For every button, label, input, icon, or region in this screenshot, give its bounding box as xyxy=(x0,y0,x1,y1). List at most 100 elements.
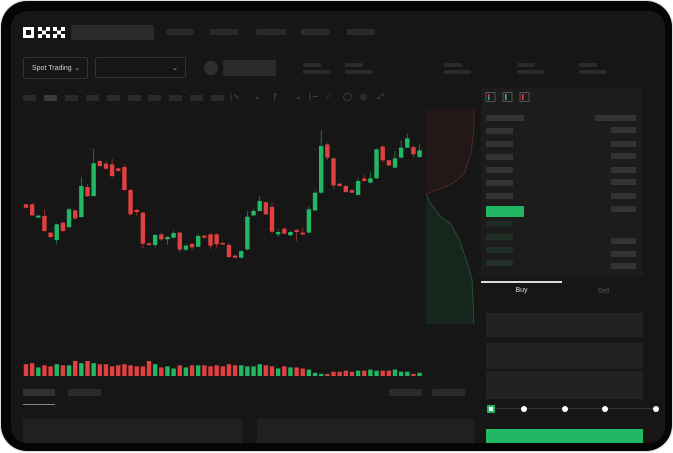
nav-item[interactable] xyxy=(301,29,330,35)
ask-row[interactable] xyxy=(486,141,513,147)
search-bar[interactable] xyxy=(71,25,154,40)
bid-row[interactable] xyxy=(486,260,513,266)
indicator-icon[interactable]: ƒ xyxy=(273,92,278,101)
volume-bar xyxy=(282,366,287,376)
camera-icon[interactable]: ◯ xyxy=(343,92,352,101)
volume-bar xyxy=(183,367,189,376)
last-price-highlight xyxy=(486,206,524,217)
candle-body xyxy=(325,144,330,158)
bid-row[interactable] xyxy=(486,221,513,227)
fullscreen-icon[interactable]: ⤢ xyxy=(377,92,384,101)
ask-row[interactable] xyxy=(486,154,513,160)
chevron-down-icon[interactable]: ⌄ xyxy=(295,92,302,101)
timeframe-button[interactable] xyxy=(169,95,182,101)
candle-body xyxy=(386,160,392,166)
candle-body xyxy=(152,235,158,246)
bid-row[interactable] xyxy=(486,247,513,253)
amount-input[interactable] xyxy=(486,343,643,369)
candle-body xyxy=(23,204,29,208)
slider-step-75[interactable] xyxy=(602,406,608,412)
orderbook-asks-icon xyxy=(519,92,530,102)
candle-body xyxy=(183,245,189,250)
orderbook-view-toggles[interactable] xyxy=(485,92,533,102)
candle-body xyxy=(312,192,318,211)
nav-item[interactable] xyxy=(166,29,194,35)
candle-body xyxy=(202,235,207,238)
volume-bar xyxy=(343,370,348,376)
volume-bar xyxy=(23,364,29,376)
amount-slider-track[interactable] xyxy=(491,408,656,409)
candlestick-chart[interactable] xyxy=(11,106,481,381)
tab-sell[interactable]: Sell xyxy=(597,288,610,295)
timeframe-button[interactable] xyxy=(128,95,141,101)
volume-bar xyxy=(306,369,312,376)
timeframe-button[interactable] xyxy=(107,95,120,101)
volume-bar xyxy=(177,365,182,376)
slider-step-25[interactable] xyxy=(521,406,527,412)
volume-bar xyxy=(79,363,84,376)
volume-bar xyxy=(91,363,96,376)
nav-item[interactable] xyxy=(210,29,238,35)
volume-bar xyxy=(257,364,262,376)
volume-bar xyxy=(226,364,232,376)
timeframe-button[interactable] xyxy=(65,95,78,101)
candle-body xyxy=(122,167,127,190)
volume-bar xyxy=(116,365,121,376)
volume-bar xyxy=(122,364,127,376)
ruler-icon[interactable]: ⟋ xyxy=(326,92,332,101)
volume-bar xyxy=(263,365,269,376)
candle-body xyxy=(91,163,96,196)
slider-step-100[interactable] xyxy=(653,406,659,412)
ask-amount xyxy=(611,127,636,133)
chevron-down-icon[interactable]: ⌄ xyxy=(254,92,261,101)
volume-bar xyxy=(251,366,256,376)
pair-dropdown[interactable]: ⌄ xyxy=(95,57,186,78)
ask-row[interactable] xyxy=(486,193,513,199)
market-type-dropdown[interactable]: Spot Trading ⌄ xyxy=(23,57,88,79)
volume-bar xyxy=(48,366,53,376)
timeframe-button[interactable] xyxy=(148,95,161,101)
timeframe-button[interactable] xyxy=(23,95,36,101)
ask-row[interactable] xyxy=(486,167,513,173)
volume-bar xyxy=(368,369,373,376)
volume-bar xyxy=(140,366,146,376)
volume-bar xyxy=(331,371,336,376)
stat-label xyxy=(345,63,363,67)
candle-body xyxy=(337,183,342,186)
volume-bar xyxy=(362,370,367,376)
candle-body xyxy=(189,244,195,248)
total-input[interactable] xyxy=(486,371,643,399)
timeframe-button[interactable] xyxy=(211,95,224,101)
volume-bar xyxy=(54,364,59,376)
candle-body xyxy=(196,236,201,247)
bid-row[interactable] xyxy=(486,234,513,240)
amount-slider-handle[interactable] xyxy=(487,405,495,413)
orderbook-header-price xyxy=(486,115,524,121)
tab-open-orders[interactable] xyxy=(23,389,55,396)
volume-bar xyxy=(300,368,305,376)
timeframe-button[interactable] xyxy=(190,95,203,101)
buy-button[interactable] xyxy=(486,429,643,443)
chart-type-icon[interactable]: ∣∿ xyxy=(229,92,240,101)
ask-row[interactable] xyxy=(486,128,513,134)
candle-body xyxy=(165,236,170,240)
trading-screen: Spot Trading ⌄ ⌄ ∣∿ ⌄ ƒ ⌄ ∣∼ ⟋ ◯ ◎ ⤢ xyxy=(11,11,665,443)
filter-button[interactable] xyxy=(432,389,465,396)
slider-step-50[interactable] xyxy=(562,406,568,412)
timeframe-button[interactable] xyxy=(44,95,57,101)
line-tool-icon[interactable]: ∣∼ xyxy=(308,92,319,101)
pair-name xyxy=(223,60,276,76)
filter-button[interactable] xyxy=(389,389,422,396)
market-type-label: Spot Trading xyxy=(32,64,72,72)
nav-item[interactable] xyxy=(256,29,286,35)
settings-icon[interactable]: ◎ xyxy=(360,92,367,101)
orderbook-header-amount xyxy=(595,115,636,121)
price-input[interactable] xyxy=(486,313,643,337)
ask-row[interactable] xyxy=(486,180,513,186)
timeframe-button[interactable] xyxy=(86,95,99,101)
bid-amount xyxy=(611,238,636,244)
candle-body xyxy=(134,209,139,213)
nav-item[interactable] xyxy=(347,29,375,35)
tab-order-history[interactable] xyxy=(68,389,101,396)
tab-buy[interactable]: Buy xyxy=(515,287,528,294)
